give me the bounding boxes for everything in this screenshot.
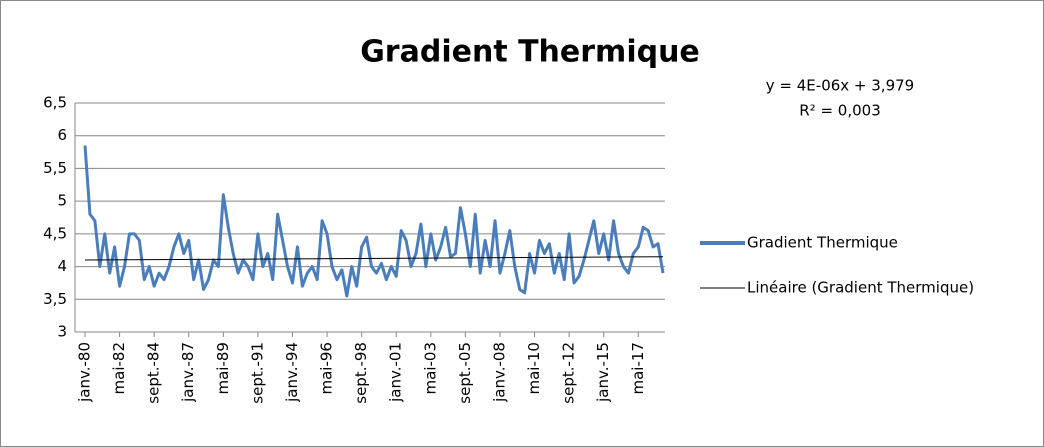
- x-tick-label: janv.-15: [594, 342, 612, 403]
- x-tick-label: sept.-12: [560, 342, 578, 404]
- x-tick-label: mai-96: [318, 342, 336, 394]
- y-tick-label: 5: [57, 192, 67, 210]
- y-tick-label: 6,5: [43, 94, 67, 112]
- y-tick-label: 3,5: [43, 290, 67, 308]
- x-tick-label: sept.-98: [352, 342, 370, 404]
- x-tick-label: mai-10: [525, 342, 543, 394]
- x-tick-label: mai-82: [110, 342, 128, 394]
- y-tick-label: 3: [57, 323, 67, 341]
- x-tick-label: mai-03: [421, 342, 439, 394]
- x-tick-label: janv.-94: [283, 342, 301, 403]
- y-tick-label: 5,5: [43, 159, 67, 177]
- x-tick-label: janv.-01: [387, 342, 405, 403]
- chart-title: Gradient Thermique: [360, 35, 700, 70]
- trend-equation: y = 4E-06x + 3,979: [766, 77, 914, 95]
- x-tick-label: janv.-08: [490, 342, 508, 403]
- legend-label: Gradient Thermique: [747, 234, 898, 252]
- legend-label: Linéaire (Gradient Thermique): [747, 279, 974, 297]
- x-tick-label: mai-17: [629, 342, 647, 394]
- x-tick-label: janv.-80: [76, 342, 94, 403]
- trend-line: [84, 256, 663, 261]
- x-tick-label: mai-89: [214, 342, 232, 394]
- y-tick-label: 6: [57, 126, 67, 144]
- x-tick-label: janv.-87: [179, 342, 197, 403]
- r-squared: R² = 0,003: [799, 102, 880, 120]
- x-tick-label: sept.-91: [248, 342, 266, 404]
- y-tick-label: 4,5: [43, 224, 67, 242]
- data-line: [83, 145, 665, 298]
- x-tick-label: sept.-05: [456, 342, 474, 404]
- x-tick-label: sept.-84: [145, 342, 163, 404]
- y-tick-label: 4: [57, 257, 67, 275]
